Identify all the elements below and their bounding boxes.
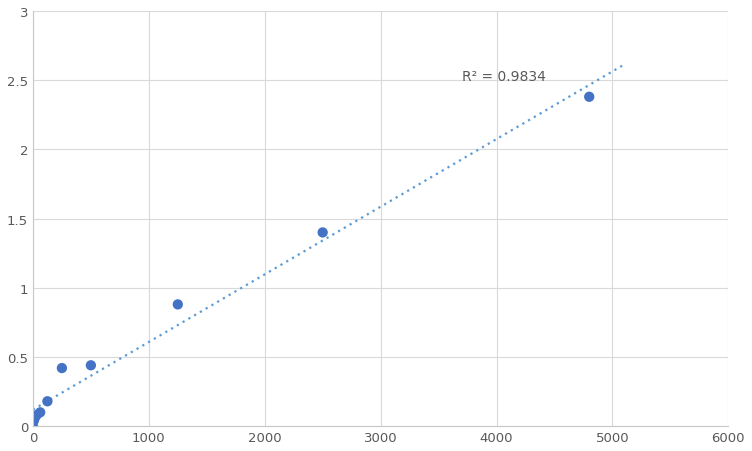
Point [584, 94, 596, 101]
Point [34, 409, 46, 416]
Point [85, 362, 97, 369]
Point [27, 423, 39, 430]
Point [171, 301, 183, 308]
Point [28, 417, 40, 424]
Point [56, 365, 68, 372]
Point [41, 398, 53, 405]
Point [31, 412, 43, 419]
Text: R² = 0.9834: R² = 0.9834 [462, 70, 546, 84]
Point [29, 414, 41, 422]
Point [317, 229, 329, 236]
